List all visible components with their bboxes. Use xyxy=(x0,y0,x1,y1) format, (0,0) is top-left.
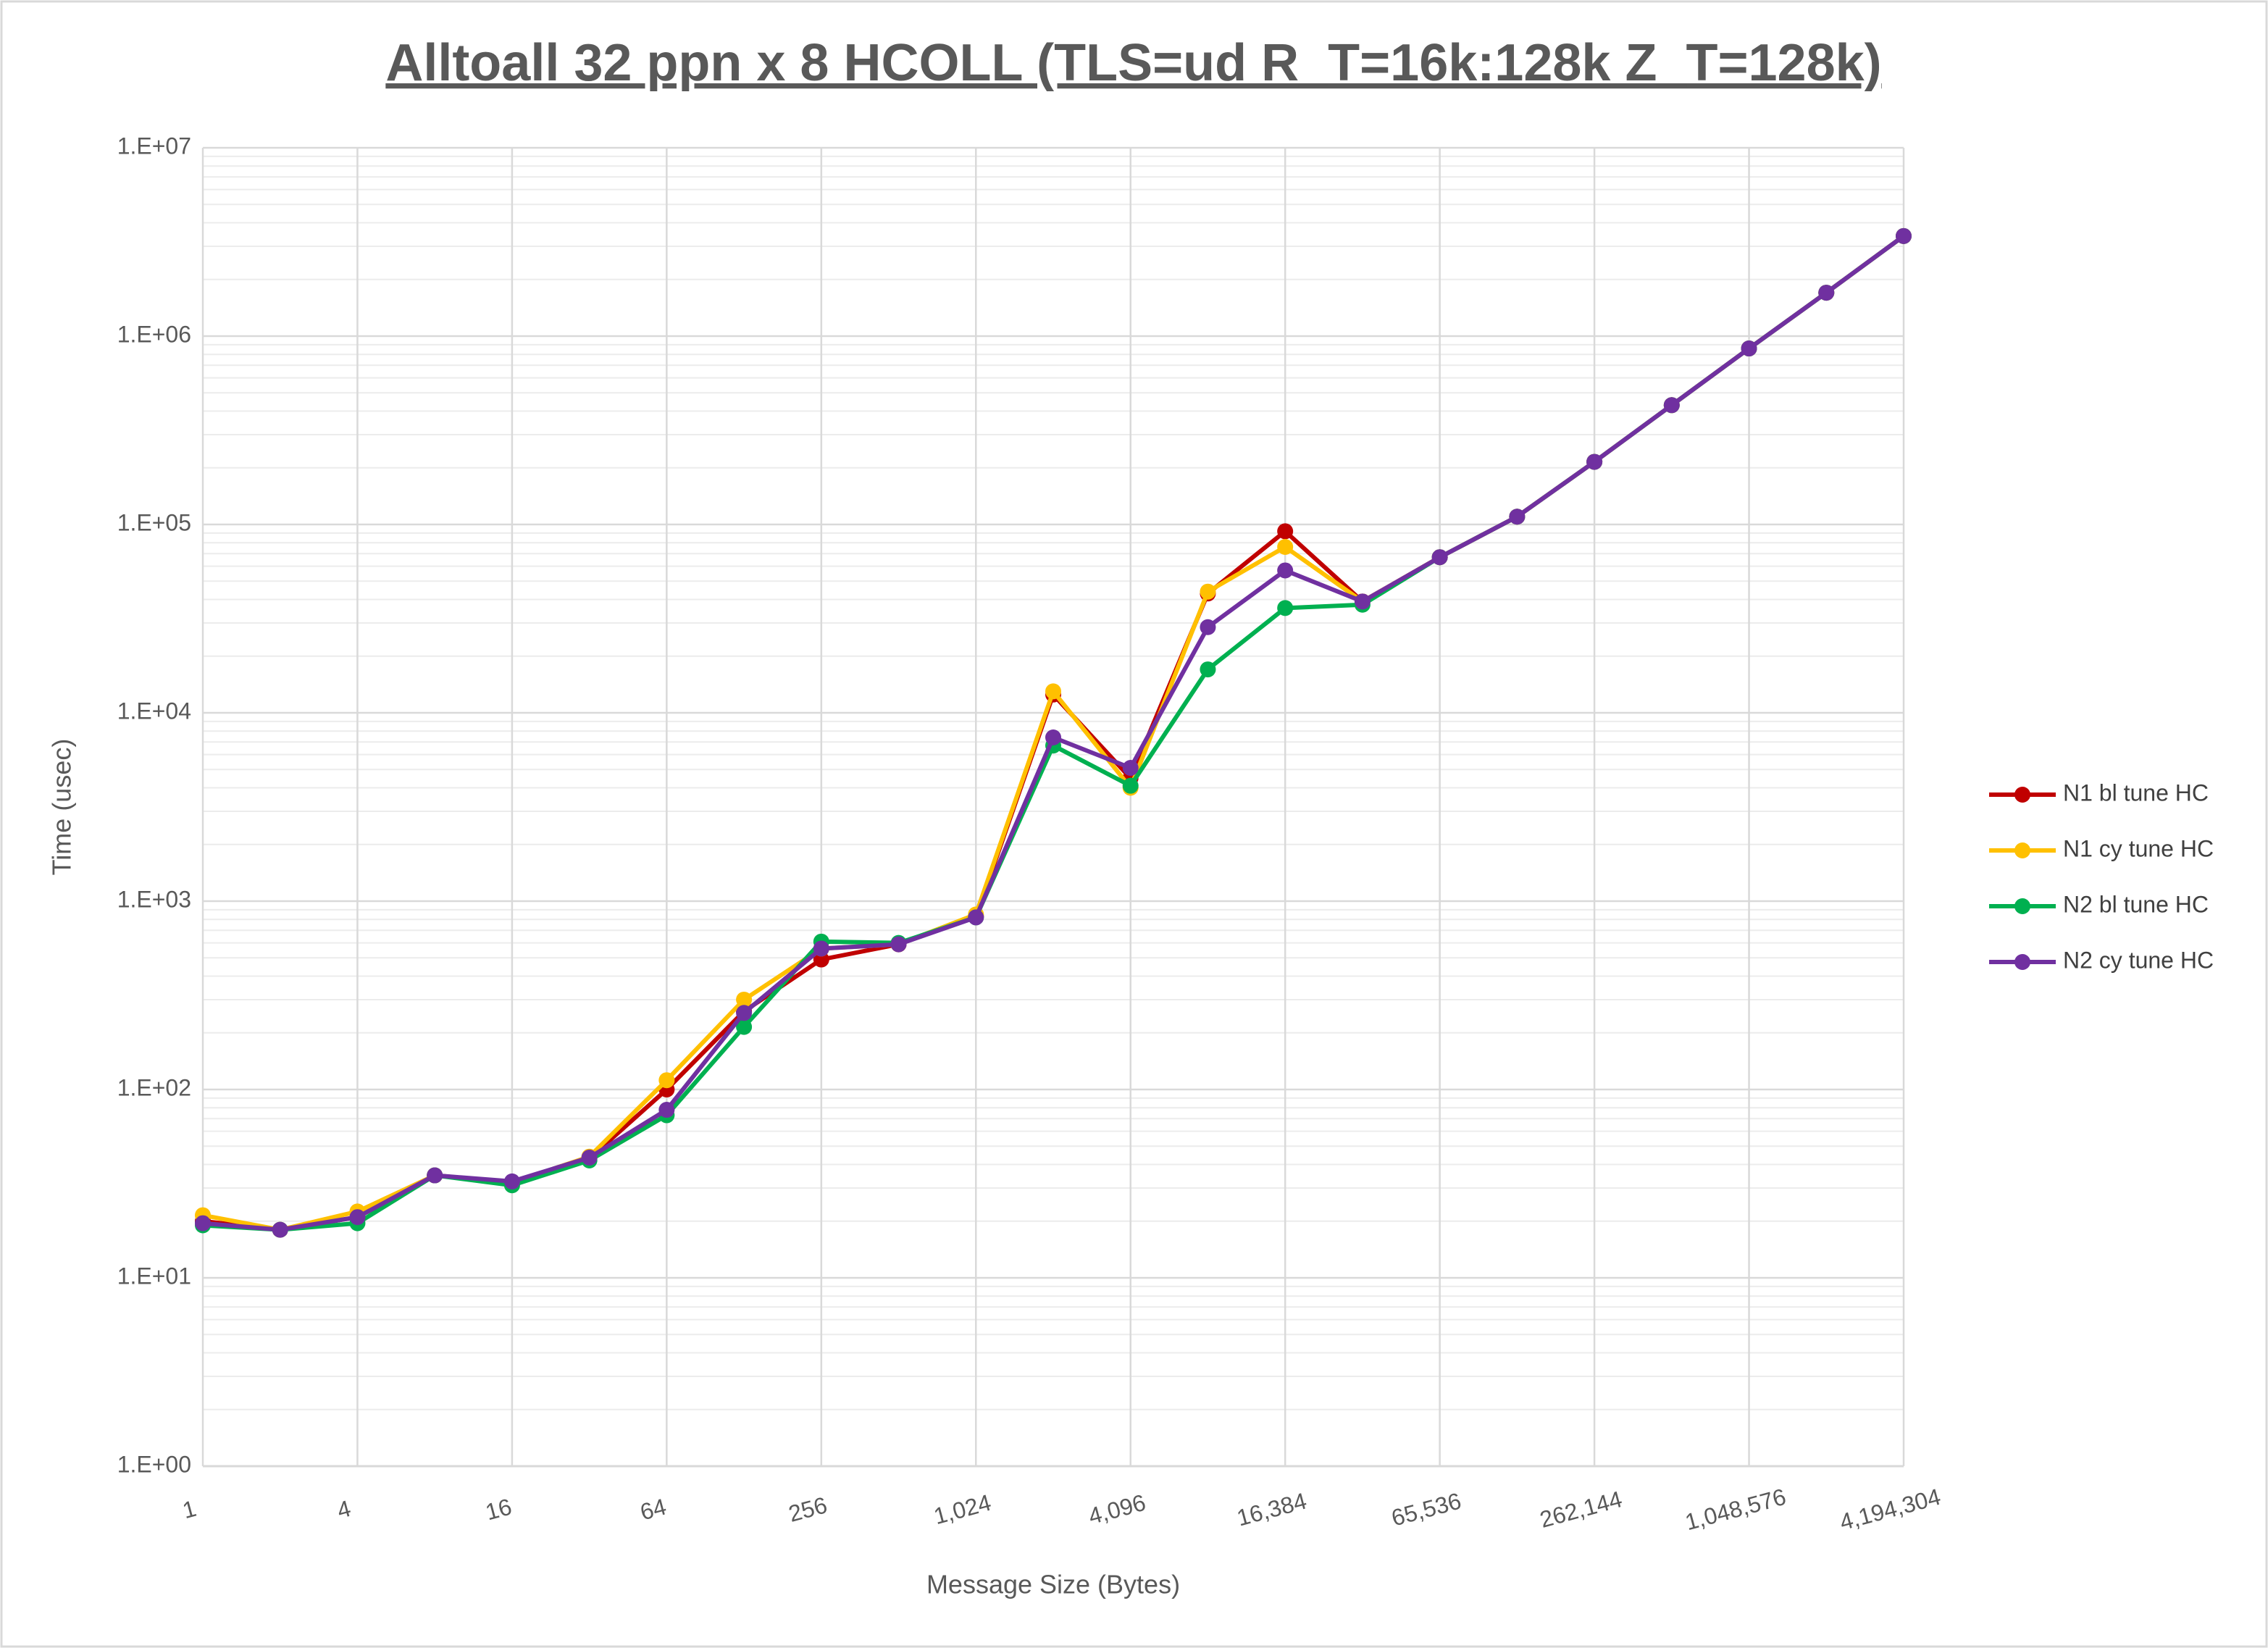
data-point xyxy=(813,951,829,968)
y-tick-label: 1.E+07 xyxy=(117,133,191,159)
data-point xyxy=(1277,538,1294,555)
data-point xyxy=(968,909,984,926)
data-point xyxy=(736,1019,753,1035)
legend-label: N1 cy tune HC xyxy=(2063,835,2214,861)
data-point xyxy=(1277,562,1294,579)
data-point xyxy=(890,936,907,953)
data-point xyxy=(1431,549,1448,566)
data-point xyxy=(1122,760,1139,777)
data-point xyxy=(1200,619,1216,635)
data-point xyxy=(427,1167,443,1184)
y-tick-label: 1.E+06 xyxy=(117,321,191,347)
chart-title: Alltoall 32 ppn x 8 HCOLL (TLS=ud R_T=16… xyxy=(385,34,1881,92)
legend-marker xyxy=(2014,842,2030,858)
data-point xyxy=(736,1005,753,1021)
data-point xyxy=(1045,729,1061,745)
legend-marker xyxy=(2014,954,2030,970)
data-point xyxy=(1200,583,1216,600)
legend-label: N1 bl tune HC xyxy=(2063,779,2209,806)
data-point xyxy=(1277,523,1294,540)
y-tick-label: 1.E+04 xyxy=(117,698,191,724)
legend-label: N2 cy tune HC xyxy=(2063,947,2214,973)
y-tick-label: 1.E+02 xyxy=(117,1074,191,1100)
data-point xyxy=(581,1149,598,1166)
legend-marker xyxy=(2014,898,2030,914)
data-point xyxy=(272,1221,288,1238)
data-point xyxy=(1663,397,1680,414)
data-point xyxy=(736,991,753,1008)
data-point xyxy=(658,1072,675,1089)
data-point xyxy=(1045,683,1061,700)
data-point xyxy=(1354,593,1371,610)
data-point xyxy=(1509,509,1526,525)
data-point xyxy=(1818,285,1835,301)
data-point xyxy=(658,1102,675,1118)
y-axis-label: Time (usec) xyxy=(47,739,77,876)
y-tick-label: 1.E+05 xyxy=(117,509,191,535)
x-axis-label: Message Size (Bytes) xyxy=(926,1570,1180,1599)
data-point xyxy=(195,1215,211,1231)
data-point xyxy=(503,1173,520,1189)
legend-label: N2 bl tune HC xyxy=(2063,891,2209,917)
data-point xyxy=(349,1209,366,1226)
legend-marker xyxy=(2014,787,2030,803)
y-tick-label: 1.E+00 xyxy=(117,1451,191,1477)
y-tick-label: 1.E+01 xyxy=(117,1263,191,1289)
data-point xyxy=(1896,227,1912,244)
data-point xyxy=(1122,777,1139,794)
data-point xyxy=(1200,661,1216,678)
data-point xyxy=(813,940,829,957)
data-point xyxy=(1586,453,1603,470)
y-tick-label: 1.E+03 xyxy=(117,886,191,912)
data-point xyxy=(1277,600,1294,616)
data-point xyxy=(1741,340,1757,357)
